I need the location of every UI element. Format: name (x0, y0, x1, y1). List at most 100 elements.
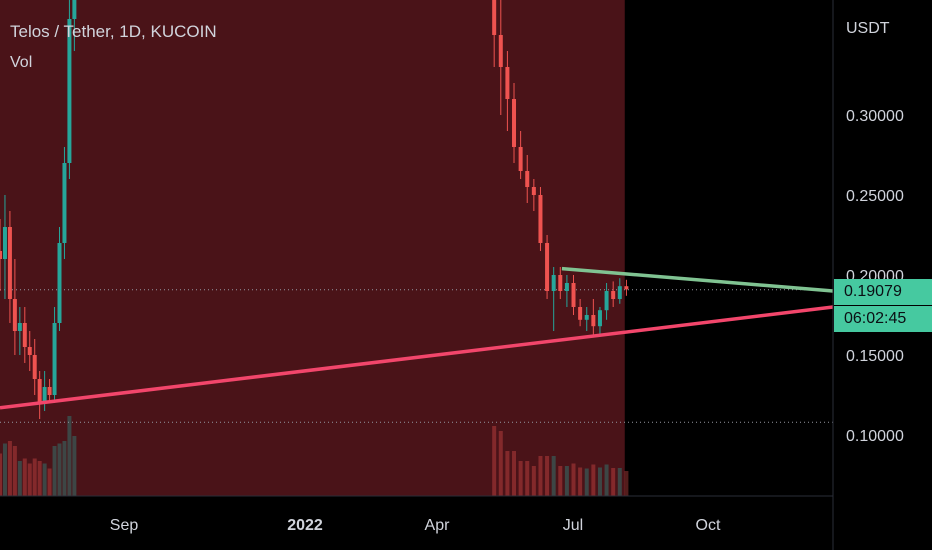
candle-body (518, 147, 523, 171)
candle-body (32, 355, 37, 379)
y-tick-label: 0.30000 (846, 108, 904, 125)
candle-body (7, 227, 12, 299)
candle-body (72, 0, 77, 19)
candle-body (512, 99, 517, 147)
candle-body (571, 283, 576, 307)
candle-body (531, 187, 536, 195)
volume-bar (37, 461, 42, 496)
x-tick-label: Apr (425, 517, 451, 534)
candle-body (564, 283, 569, 291)
volume-bar (564, 466, 569, 496)
candle-body (37, 379, 42, 403)
volume-bar (7, 441, 12, 496)
resistance-trendline (561, 266, 834, 293)
volume-indicator-label[interactable]: Vol (10, 54, 33, 71)
volume-bar (531, 466, 536, 496)
candle-body (545, 243, 550, 291)
volume-bar (617, 468, 622, 496)
y-tick-label: 0.15000 (846, 348, 904, 365)
candle-body (27, 347, 32, 355)
volume-bar (578, 467, 583, 496)
volume-bar (584, 468, 589, 496)
candle-body (62, 163, 67, 243)
candle-body (558, 275, 563, 291)
candle-body (591, 315, 596, 327)
volume-bar (505, 451, 510, 496)
volume-bar (47, 468, 52, 496)
volume-bar (558, 466, 563, 496)
volume-bar (72, 436, 77, 496)
volume-bar (571, 463, 576, 496)
volume-bar (67, 416, 72, 496)
x-tick-label: Sep (110, 517, 139, 534)
volume-bar (492, 426, 497, 496)
volume-bar (42, 463, 47, 496)
volume-bar (597, 467, 602, 496)
candle-body (67, 19, 72, 163)
time-axis[interactable]: Sep 2022 Apr Jul Oct (110, 517, 721, 534)
chart-legend: Telos / Tether, 1D, KUCOIN Vol (10, 22, 217, 71)
candlesticks (0, 0, 629, 419)
candle-body (2, 227, 7, 259)
support-trendline (0, 305, 834, 410)
y-tick-label: 0.25000 (846, 188, 904, 205)
volume-bar (591, 464, 596, 496)
volume-bars (0, 416, 629, 496)
candle-body (597, 310, 602, 327)
volume-bar (518, 461, 523, 496)
volume-bar (538, 456, 543, 496)
candle-body (17, 323, 22, 331)
horizontal-levels (0, 289, 833, 423)
x-tick-label: 2022 (287, 517, 323, 534)
candle-body (624, 286, 629, 290)
symbol-title[interactable]: Telos / Tether, 1D, KUCOIN (10, 22, 217, 41)
candle-body (57, 243, 62, 323)
candle-body (52, 323, 57, 395)
candle-body (538, 195, 543, 243)
candle-body (498, 35, 503, 67)
volume-bar (611, 468, 616, 496)
candle-body (578, 307, 583, 320)
candle-body (505, 67, 510, 99)
candle-body (617, 286, 622, 299)
highlight-zone-layer (0, 0, 625, 496)
candle-body (584, 315, 589, 320)
volume-bar (57, 443, 62, 496)
volume-bar (498, 431, 503, 496)
candle-body (42, 387, 47, 403)
volume-bar (12, 446, 17, 496)
candle-body (492, 0, 497, 35)
volume-bar (551, 456, 556, 496)
highlight-zone (0, 0, 625, 496)
volume-bar (0, 453, 2, 496)
candle-body (604, 291, 609, 311)
candle-body (12, 299, 17, 331)
candle-body (0, 251, 2, 259)
volume-bar (27, 463, 32, 496)
volume-bar (62, 441, 67, 496)
y-tick-label: 0.10000 (846, 428, 904, 445)
volume-bar (525, 461, 530, 496)
candle-body (525, 171, 530, 187)
x-tick-label: Jul (563, 517, 583, 534)
volume-bar (2, 443, 7, 496)
candle-body (551, 275, 556, 291)
countdown-badge: 06:02:45 (834, 306, 932, 332)
trendlines[interactable] (0, 266, 834, 410)
volume-bar (17, 461, 22, 496)
candle-body (47, 387, 52, 395)
volume-bar (604, 464, 609, 496)
volume-bar (545, 456, 550, 496)
volume-bar (22, 458, 27, 496)
x-tick-label: Oct (696, 517, 721, 534)
currency-label: USDT (846, 20, 890, 37)
volume-bar (512, 451, 517, 496)
last-price-badge: 0.19079 (834, 279, 932, 305)
volume-bar (52, 446, 57, 496)
volume-bar (32, 458, 37, 496)
candle-body (611, 291, 616, 299)
volume-bar (624, 471, 629, 496)
candle-body (22, 323, 27, 347)
